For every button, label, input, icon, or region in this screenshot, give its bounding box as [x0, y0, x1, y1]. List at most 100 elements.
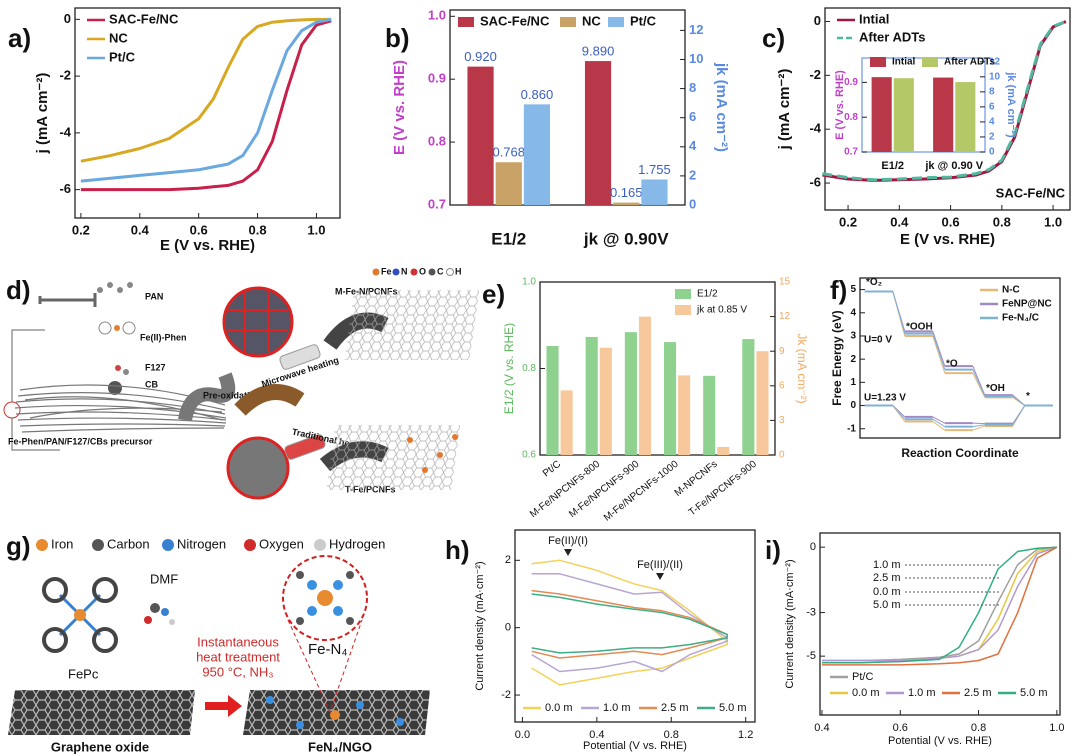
panel-label: d)	[6, 275, 31, 305]
x-tick-label: 0.4	[131, 222, 150, 237]
fe-particles	[407, 434, 458, 473]
dmf-molecule	[144, 603, 175, 625]
fepc-molecule	[42, 577, 118, 653]
y2-tick-label: 12	[689, 22, 703, 37]
bar	[584, 61, 612, 206]
annotation: 1.0 m	[873, 559, 901, 571]
annotation: 5.0 m	[873, 599, 901, 611]
legend-label: 1.0 m	[908, 687, 936, 699]
zoom	[222, 286, 294, 358]
plot-frame	[819, 532, 1061, 716]
legend-swatch	[458, 17, 474, 27]
bar	[678, 375, 691, 455]
connector	[972, 365, 986, 396]
x-tick-label: 0.4	[890, 214, 909, 229]
y2-tick-label: 4	[989, 117, 995, 128]
y-tick-label: -2	[501, 689, 511, 701]
x-tick-label: E1/2	[881, 160, 904, 172]
y-tick-label: 0.7	[844, 147, 858, 158]
x-tick-label: jk @ 0.90V	[583, 229, 669, 248]
y-tick-label: 2	[850, 354, 856, 365]
y2-tick-label: 0	[779, 450, 785, 461]
panel-label: c)	[762, 23, 785, 53]
label: Fe-Phen/PAN/F127/CBs precursor	[8, 436, 153, 446]
annotation: Fe(III)/(II)	[637, 559, 683, 571]
y-tick-label: -2	[59, 68, 71, 83]
y2-tick-label: 3	[779, 415, 785, 426]
series-line	[531, 573, 728, 673]
chart: i) 0.4 0.6 0.8 1.0 0 -3 -5 Potential (V vs. RHE)…	[765, 532, 1065, 747]
legend-label: N-C	[1002, 285, 1020, 296]
value-label: 9.890	[582, 44, 615, 59]
y2-tick-label: 0	[989, 147, 995, 158]
label: DMF	[150, 571, 178, 586]
y-tick-label: 3	[850, 331, 856, 342]
legend-label: NC	[582, 13, 601, 28]
connector	[892, 291, 906, 334]
bar	[638, 316, 652, 455]
connector	[972, 372, 986, 398]
legend-label: SAC-Fe/NC	[480, 13, 550, 28]
y2-tick-label: 6	[689, 109, 696, 124]
legend-label: 1.0 m	[603, 702, 631, 714]
syringe	[38, 293, 97, 307]
y-tick-label: 1.0	[522, 277, 536, 288]
legend-label: Intial	[859, 11, 889, 26]
x-tick-label: 1.0	[1049, 722, 1064, 734]
y-tick-label: -6	[809, 175, 821, 190]
legend-swatch	[608, 17, 624, 27]
y-tick-label: 0	[850, 400, 856, 411]
series-line	[80, 17, 332, 183]
x-axis-label: E (V vs. RHE)	[160, 237, 255, 254]
x-tick-label: 0.2	[72, 222, 90, 237]
bar	[663, 342, 677, 455]
arrow	[205, 695, 242, 717]
x-tick-label: E1/2	[491, 229, 526, 248]
panel-label: b)	[385, 23, 410, 53]
y2-tick-label: 8	[989, 86, 995, 97]
y-tick-label: -6	[59, 181, 71, 196]
lattice	[344, 290, 480, 360]
panel-label: i)	[765, 535, 781, 565]
lattice	[326, 425, 461, 490]
label: Hydrogen	[329, 536, 385, 551]
chart: h) 0.0 0.4 0.8 1.2 -2 0 2 Potential (V vs. RHE) C…	[445, 529, 756, 752]
y2-tick-label: 2	[989, 132, 995, 143]
step-label: *	[1026, 391, 1030, 402]
y-tick-label: 2	[505, 554, 511, 566]
legend-label: Pt/C	[630, 13, 657, 28]
connector	[932, 331, 946, 367]
legend-swatch	[560, 17, 576, 27]
plot-frame	[859, 277, 1061, 439]
label: FePc	[68, 666, 99, 681]
step-label: *O₂	[866, 277, 882, 288]
molecules	[97, 282, 136, 395]
series-line	[531, 593, 728, 654]
connector	[932, 416, 946, 424]
bar	[624, 332, 637, 455]
y2-tick-label: 15	[779, 277, 791, 288]
y-axis-label: Current density (mA·cm⁻²)	[784, 559, 796, 688]
connector	[932, 418, 946, 428]
value-label: 0.920	[464, 49, 497, 64]
y2-axis-label: Jk (mA cm⁻²)	[795, 333, 809, 403]
y2-tick-label: 8	[689, 80, 696, 95]
plot-frame	[824, 7, 1071, 211]
series-line	[822, 20, 1067, 182]
chart: c) 0.2 0.4 0.6 0.8 1.0 0 -2 -4 -6 E (V vs. RHE) j (…	[762, 7, 1071, 248]
y-tick-label: 0.6	[522, 450, 536, 461]
power	[3, 401, 21, 419]
series-line	[822, 546, 1058, 666]
y2-tick-label: 12	[989, 56, 1001, 67]
annotation: 2.5 m	[873, 572, 901, 584]
y2-tick-label: 6	[989, 102, 995, 113]
y-tick-label: -1	[847, 423, 856, 434]
y-tick-label: 0	[814, 13, 821, 28]
legend-label: SAC-Fe/NC	[109, 11, 179, 26]
y-tick-label: 5	[850, 284, 856, 295]
legend-label: E1/2	[697, 289, 718, 300]
y-axis-label: j (mA cm⁻²)	[34, 73, 51, 155]
diagram-d: d) PAN Fe(II)-Phen F127 CB Fe-Phen/PAN/F…	[3, 266, 480, 500]
label: Pre-oxidation	[203, 390, 261, 400]
y2-axis-label: jk (mA cm⁻²)	[713, 62, 730, 152]
